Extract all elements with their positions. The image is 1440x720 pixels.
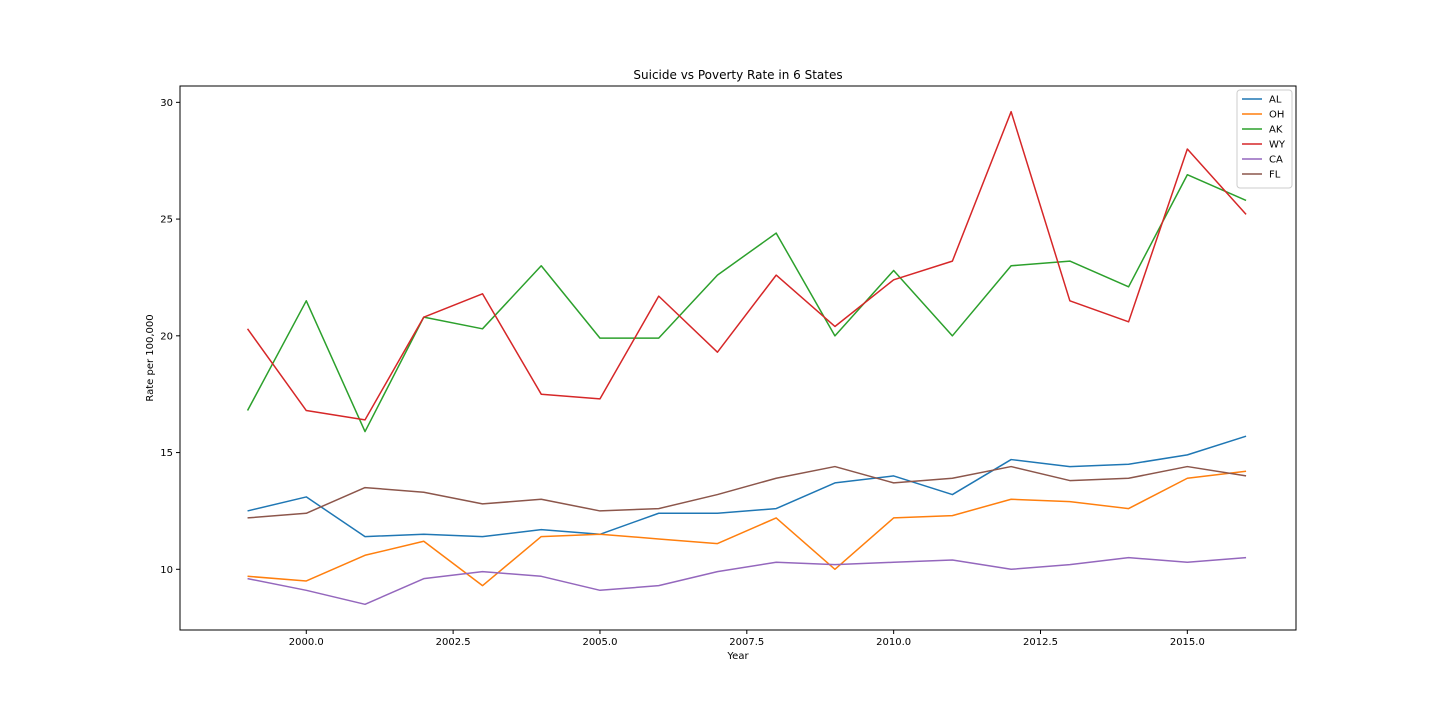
x-tick-label: 2012.5 bbox=[1023, 637, 1058, 648]
chart-title: Suicide vs Poverty Rate in 6 States bbox=[633, 68, 842, 82]
series-line-oh bbox=[247, 470, 1247, 587]
legend-label-al: AL bbox=[1269, 95, 1282, 106]
legend-label-wy: WY bbox=[1269, 140, 1286, 151]
x-tick-label: 2015.0 bbox=[1170, 637, 1205, 648]
y-axis-label: Rate per 100,000 bbox=[145, 314, 156, 401]
y-tick-label: 30 bbox=[160, 98, 173, 109]
legend: AL OH AK WY CA FL bbox=[1236, 89, 1293, 189]
series-line-ak bbox=[246, 173, 1247, 433]
y-tick-label: 20 bbox=[160, 331, 173, 342]
x-axis: 2000.0 2002.5 2005.0 2007.5 2010.0 2012.5 2015… bbox=[289, 630, 1205, 648]
x-tick-label: 2007.5 bbox=[729, 637, 764, 648]
x-tick-label: 2010.0 bbox=[876, 637, 911, 648]
legend-label-ca: CA bbox=[1269, 155, 1283, 166]
y-tick-label: 10 bbox=[160, 565, 173, 576]
plot-frame bbox=[179, 85, 1297, 631]
series-line-al bbox=[247, 435, 1247, 538]
series-line-fl bbox=[247, 465, 1247, 519]
x-tick-label: 2002.5 bbox=[436, 637, 471, 648]
series-layer bbox=[246, 110, 1247, 606]
x-tick-label: 2005.0 bbox=[582, 637, 617, 648]
y-tick-label: 15 bbox=[160, 448, 173, 459]
legend-label-fl: FL bbox=[1269, 170, 1281, 181]
series-line-ca bbox=[247, 556, 1247, 606]
x-tick-label: 2000.0 bbox=[289, 637, 324, 648]
y-axis: 10 15 20 25 30 bbox=[160, 98, 180, 576]
y-tick-label: 25 bbox=[160, 215, 173, 226]
series-line-wy bbox=[246, 110, 1247, 421]
x-axis-label: Year bbox=[726, 651, 749, 662]
legend-label-oh: OH bbox=[1269, 110, 1284, 121]
legend-label-ak: AK bbox=[1269, 125, 1283, 136]
